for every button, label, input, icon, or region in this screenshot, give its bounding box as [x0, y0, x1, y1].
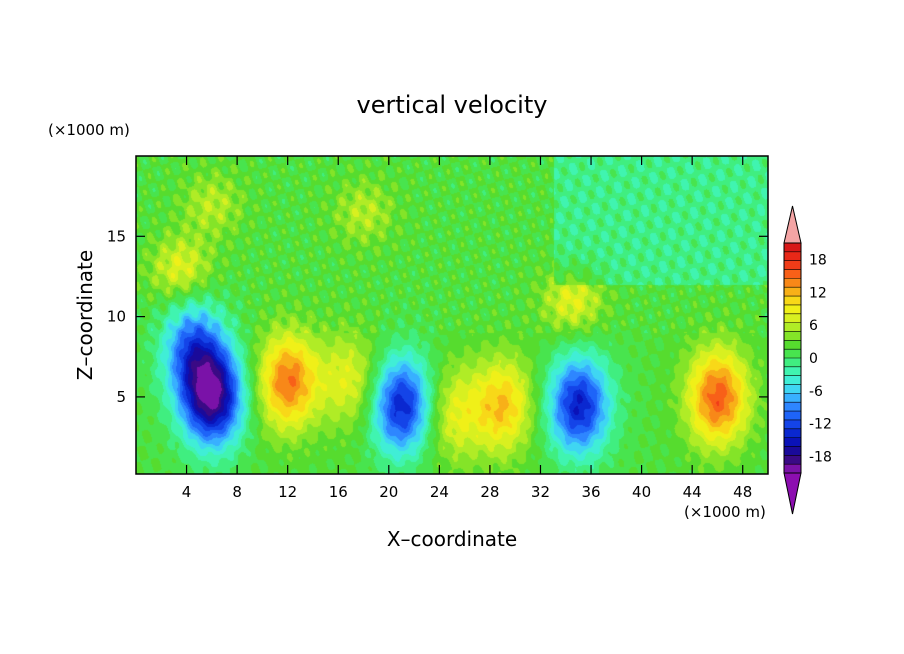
colorbar-swatch [784, 304, 801, 315]
x-axis: 4 8 12 16 20 24 28 32 36 40 44 48 [182, 156, 752, 501]
x-tick-label: 16 [329, 483, 348, 501]
colorbar-swatch [784, 331, 801, 341]
plot-frame [135, 155, 769, 475]
colorbar-swatch [784, 455, 801, 465]
colorbar-swatch [784, 322, 801, 332]
colorbar-over-triangle [783, 205, 802, 244]
x-tick-label: 8 [232, 483, 242, 501]
colorbar-swatch [784, 428, 801, 439]
y-axis-unit: (×1000 m) [48, 121, 130, 139]
colorbar-swatch [784, 251, 801, 262]
colorbar-swatch [784, 358, 801, 368]
colorbar-swatch [784, 287, 801, 297]
chart-title: vertical velocity [357, 91, 548, 119]
colorbar-swatch [784, 349, 801, 359]
x-tick-label: 24 [430, 483, 449, 501]
x-tick-label: 4 [182, 483, 192, 501]
x-tick-label: 40 [632, 483, 651, 501]
x-axis-label: X–coordinate [387, 527, 517, 551]
y-tick-label: 15 [107, 227, 126, 245]
x-tick-label: 32 [531, 483, 550, 501]
colorbar-swatch [784, 340, 801, 350]
x-tick-label: 20 [379, 483, 398, 501]
colorbar-swatch [784, 464, 801, 474]
colorbar-swatch [784, 278, 801, 288]
x-tick-label: 44 [683, 483, 702, 501]
y-tick-label: 5 [116, 388, 126, 406]
colorbar-swatch [784, 269, 801, 279]
colorbar-swatch [784, 393, 801, 403]
colorbar-swatch [784, 375, 801, 386]
x-tick-label: 28 [480, 483, 499, 501]
colorbar-swatch [784, 313, 801, 324]
colorbar-swatch [784, 446, 801, 456]
colorbar-label: -6 [809, 384, 823, 400]
colorbar-swatch [784, 243, 801, 253]
colorbar-swatch [784, 437, 801, 447]
colorbar-label: 18 [809, 252, 827, 268]
colorbar-swatch [784, 366, 801, 377]
y-axis: 5 10 15 [107, 227, 768, 406]
plot-area [136, 156, 768, 474]
colorbar-swatch [784, 419, 801, 430]
colorbar-under-triangle [783, 472, 802, 515]
colorbar-label: -12 [809, 417, 832, 433]
colorbar-frame [783, 242, 802, 474]
colorbar-label: -18 [809, 450, 832, 466]
colorbar-label: 6 [809, 318, 818, 334]
y-tick-label: 10 [107, 308, 126, 326]
colorbar-label: 12 [809, 285, 827, 301]
colorbar-swatch [784, 411, 801, 421]
colorbar-swatch [784, 296, 801, 306]
colorbar-swatch [784, 384, 801, 394]
colorbar: 18 12 6 0 -6 -12 -18 [783, 205, 832, 515]
x-tick-label: 36 [581, 483, 600, 501]
colorbar-swatch [784, 402, 801, 412]
y-axis-label: Z–coordinate [73, 250, 97, 380]
x-tick-label: 48 [733, 483, 752, 501]
x-axis-unit: (×1000 m) [684, 503, 766, 521]
colorbar-label: 0 [809, 351, 818, 367]
colorbar-swatch [784, 260, 801, 271]
x-tick-label: 12 [278, 483, 297, 501]
